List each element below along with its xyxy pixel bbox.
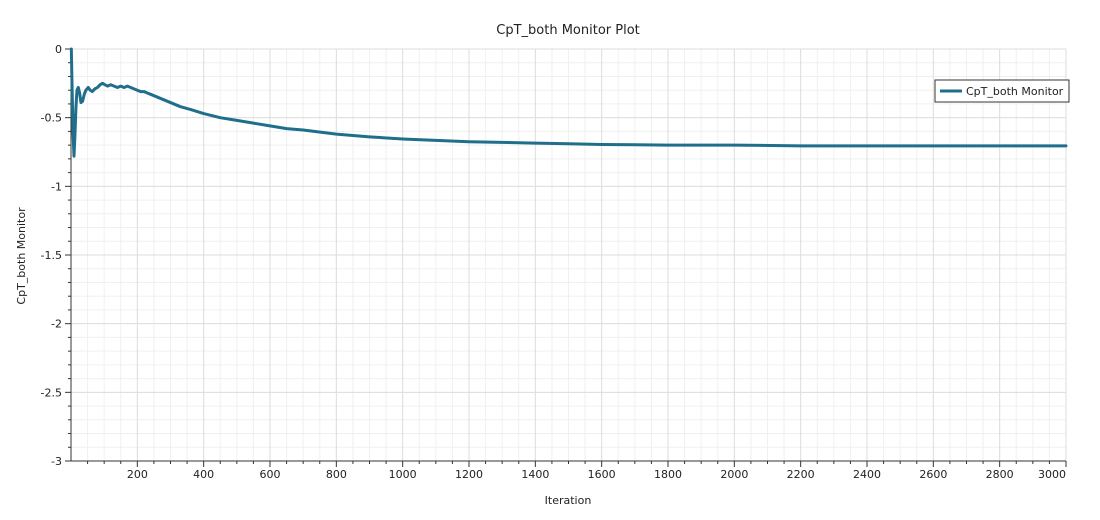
x-tick-label: 1000: [389, 468, 417, 481]
y-axis-ticks: 0 -0.5 -1 -1.5 -2 -2.5 -3: [41, 43, 71, 468]
legend-label: CpT_both Monitor: [966, 85, 1064, 98]
x-tick-label: 2000: [720, 468, 748, 481]
legend: CpT_both Monitor: [934, 79, 1070, 103]
x-axis-ticks: 200 400 600 800 1000 1200 1400 1600 1800 2000 2200…: [87, 461, 1067, 481]
x-tick-label: 400: [193, 468, 214, 481]
y-tick-label: 0: [55, 43, 62, 56]
x-tick-label: 3000: [1038, 468, 1066, 481]
x-tick-label: 1800: [654, 468, 682, 481]
legend-box: [934, 79, 1070, 103]
x-tick-label: 200: [127, 468, 148, 481]
series-layer: [69, 47, 1068, 158]
y-tick-label: -2: [51, 318, 62, 331]
x-tick-label: 600: [260, 468, 281, 481]
x-tick-label: 2800: [986, 468, 1014, 481]
chart-title: CpT_both Monitor Plot: [496, 23, 640, 38]
x-tick-label: 2200: [787, 468, 815, 481]
x-tick-label: 800: [326, 468, 347, 481]
y-tick-label: -1: [51, 180, 62, 193]
series-line: [69, 47, 1068, 158]
y-tick-label: -3: [51, 455, 62, 468]
y-tick-label: -0.5: [41, 112, 62, 125]
x-tick-label: 1400: [521, 468, 549, 481]
x-tick-label: 2400: [853, 468, 881, 481]
x-tick-label: 2600: [919, 468, 947, 481]
y-tick-label: -1.5: [41, 249, 62, 262]
x-tick-label: 1600: [588, 468, 616, 481]
y-tick-label: -2.5: [41, 386, 62, 399]
x-axis-label: Iteration: [545, 494, 592, 507]
x-tick-label: 1200: [455, 468, 483, 481]
y-axis-label: CpT_both Monitor: [15, 207, 28, 305]
